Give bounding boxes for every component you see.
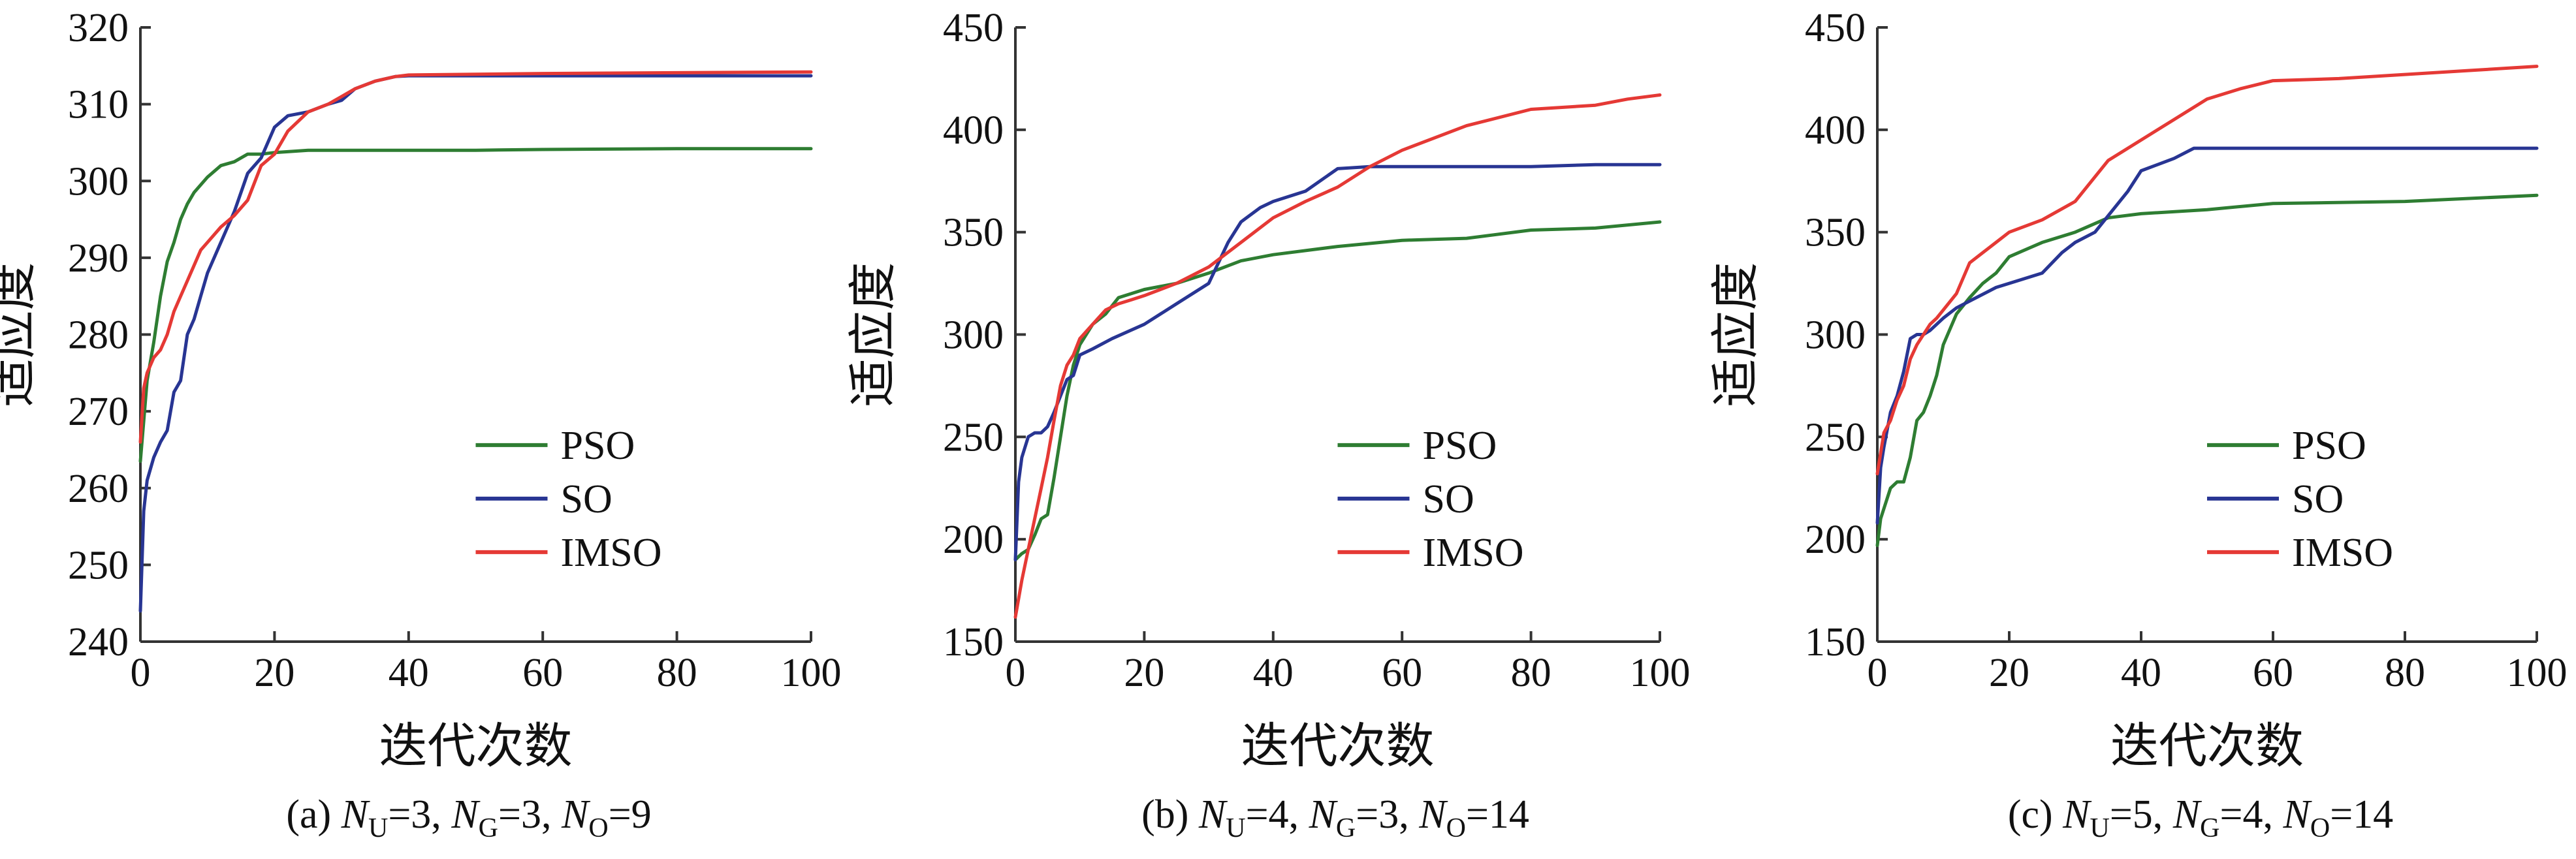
- y-tick-label: 280: [68, 313, 129, 358]
- x-tick-label: 60: [1382, 651, 1422, 695]
- panel-caption: (a) NU=3, NG=3, NO=9: [286, 792, 651, 843]
- y-tick-label: 400: [1805, 108, 1866, 153]
- legend-label-so: SO: [561, 477, 612, 522]
- y-tick-label: 290: [68, 236, 129, 281]
- series-line-so: [1875, 146, 2539, 525]
- y-tick-label: 310: [68, 83, 129, 127]
- x-tick-label: 100: [1630, 651, 1691, 695]
- series-line-imso: [1013, 93, 1662, 619]
- legend-label-so: SO: [1423, 477, 1474, 522]
- x-tick-label: 100: [2507, 651, 2568, 695]
- x-tick-label: 60: [522, 651, 563, 695]
- x-axis-title: 迭代次数: [2110, 720, 2304, 773]
- series-line-so: [1013, 163, 1662, 561]
- y-axis-title: 适应度: [1709, 262, 1763, 407]
- x-tick-label: 0: [1006, 651, 1026, 695]
- y-tick-label: 260: [68, 467, 129, 511]
- x-tick-label: 40: [1253, 651, 1294, 695]
- x-tick-label: 0: [1868, 651, 1888, 695]
- x-tick-label: 60: [2253, 651, 2293, 695]
- y-tick-label: 450: [1805, 6, 1866, 50]
- y-axis-title: 适应度: [0, 262, 40, 407]
- y-tick-label: 270: [68, 390, 129, 434]
- y-tick-label: 150: [1805, 620, 1866, 664]
- series-line-pso: [1875, 193, 2539, 548]
- chart-panel-b: 0 20 40 60 80 100 150 200 250 300 350 400 450 迭代次数 适应度…: [847, 6, 1691, 843]
- legend-label-imso: IMSO: [2292, 531, 2393, 575]
- y-tick-label: 300: [943, 313, 1004, 358]
- x-axis-title: 迭代次数: [379, 720, 573, 773]
- legend-label-imso: IMSO: [1423, 531, 1524, 575]
- y-tick-label: 250: [68, 543, 129, 587]
- legend-label-so: SO: [2292, 477, 2344, 522]
- x-tick-label: 20: [254, 651, 294, 695]
- chart-panel-c: 0 20 40 60 80 100 150 200 250 300 350 400 450 迭代次数 适应度…: [1709, 6, 2568, 843]
- y-tick-label: 250: [1805, 415, 1866, 460]
- chart-panel-a: 0 20 40 60 80 100 240 250 260 270 280 290 300 310 320 迭…: [0, 6, 842, 843]
- x-tick-label: 0: [131, 651, 151, 695]
- x-tick-label: 40: [389, 651, 429, 695]
- y-tick-label: 200: [943, 518, 1004, 562]
- legend-label-pso: PSO: [2292, 424, 2366, 468]
- y-tick-label: 400: [943, 108, 1004, 153]
- y-axis-title: 适应度: [847, 262, 900, 407]
- panel-caption: (c) NU=5, NG=4, NO=14: [2008, 792, 2393, 843]
- series-line-pso: [1013, 220, 1662, 561]
- y-tick-label: 200: [1805, 518, 1866, 562]
- y-tick-label: 300: [68, 159, 129, 204]
- y-tick-label: 320: [68, 6, 129, 50]
- y-tick-label: 250: [943, 415, 1004, 460]
- series-line-imso: [1875, 65, 2539, 476]
- y-tick-label: 450: [943, 6, 1004, 50]
- x-tick-label: 20: [1124, 651, 1164, 695]
- y-tick-label: 350: [1805, 211, 1866, 255]
- x-tick-label: 20: [1989, 651, 2029, 695]
- panel-caption: (b) NU=4, NG=3, NO=14: [1141, 792, 1529, 843]
- x-tick-label: 80: [657, 651, 697, 695]
- legend-label-pso: PSO: [561, 424, 635, 468]
- x-tick-label: 100: [781, 651, 842, 695]
- x-tick-label: 80: [1511, 651, 1551, 695]
- series-line-pso: [138, 147, 813, 463]
- legend-label-pso: PSO: [1423, 424, 1497, 468]
- y-tick-label: 240: [68, 620, 129, 664]
- y-tick-label: 150: [943, 620, 1004, 664]
- x-tick-label: 80: [2385, 651, 2425, 695]
- x-tick-label: 40: [2121, 651, 2161, 695]
- x-axis-title: 迭代次数: [1241, 720, 1435, 773]
- series-line-imso: [138, 70, 813, 444]
- legend-label-imso: IMSO: [561, 531, 662, 575]
- y-tick-label: 350: [943, 211, 1004, 255]
- y-tick-label: 300: [1805, 313, 1866, 358]
